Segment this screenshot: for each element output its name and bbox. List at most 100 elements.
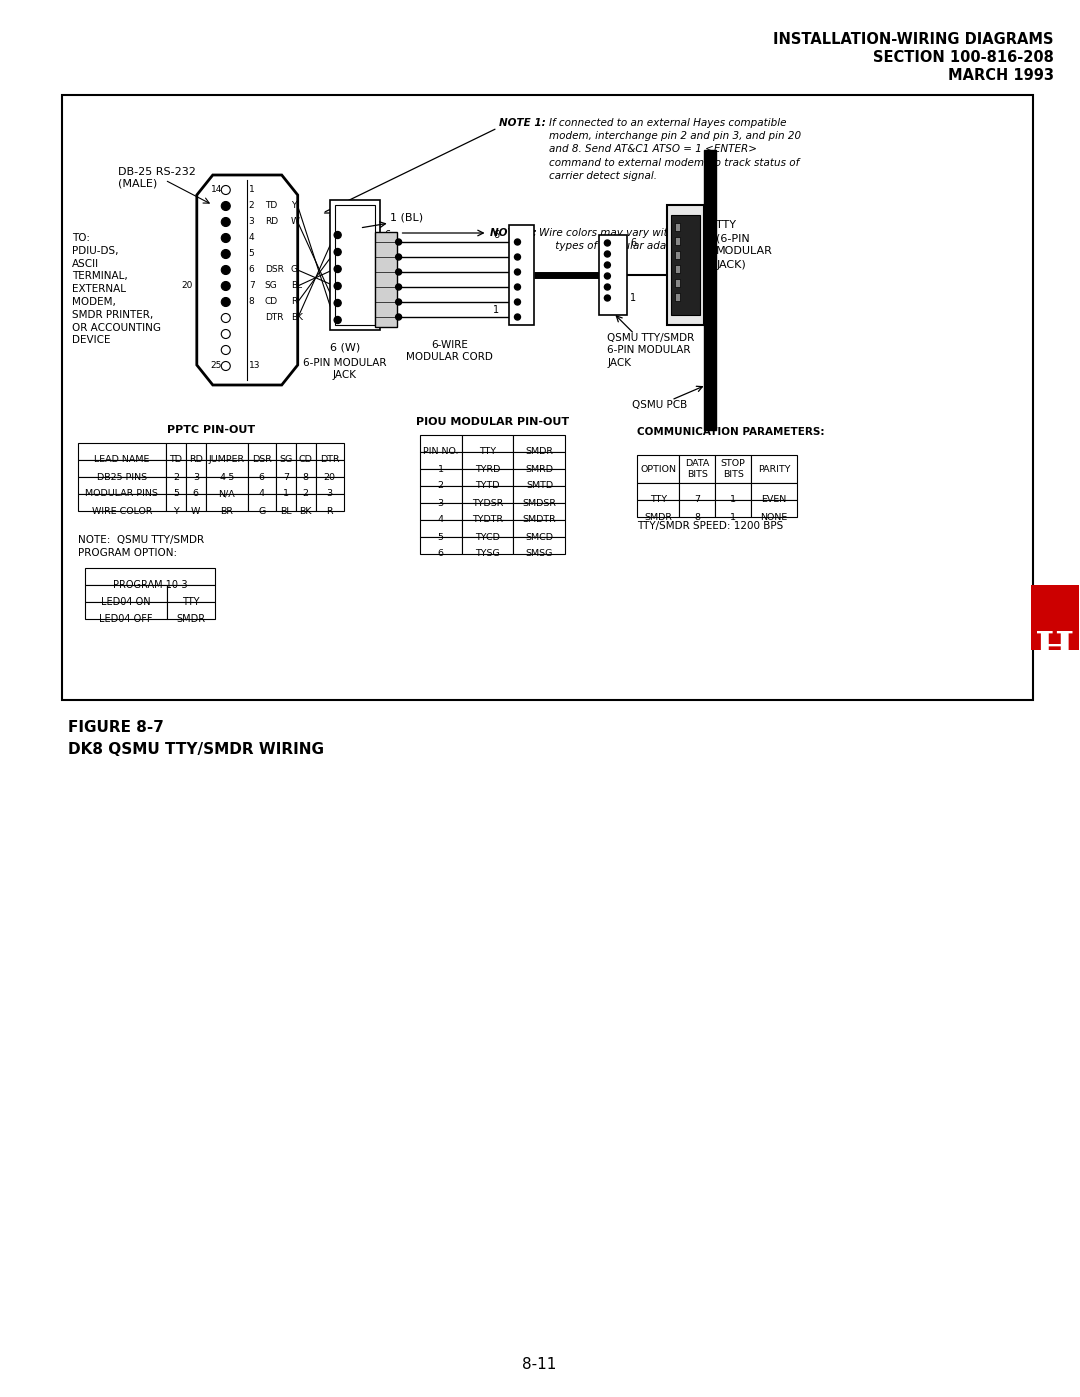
Text: BK: BK [299,507,312,515]
Bar [513,536,566,555]
Circle shape [395,254,402,260]
Text: PROGRAM 10-3: PROGRAM 10-3 [112,580,187,590]
Text: TTY: TTY [183,597,200,608]
Text: 6: 6 [437,549,444,559]
Bar [78,443,166,460]
Bar [675,224,680,231]
Bar [461,434,513,453]
Circle shape [605,284,610,291]
Text: TYRD: TYRD [475,464,500,474]
Text: N/A: N/A [218,489,235,499]
Text: NOTE:  QSMU TTY/SMDR
PROGRAM OPTION:: NOTE: QSMU TTY/SMDR PROGRAM OPTION: [78,535,204,557]
Text: 1: 1 [384,310,391,320]
Bar [704,149,716,430]
Circle shape [221,265,230,274]
Bar [513,434,566,453]
Circle shape [514,239,521,244]
Bar [186,495,206,511]
Bar [375,232,396,327]
Bar [186,460,206,476]
Bar [78,460,166,476]
Bar [296,495,315,511]
Bar [461,503,513,520]
Text: 1: 1 [437,464,444,474]
Text: R: R [291,298,297,306]
Text: TTY/SMDR SPEED: 1200 BPS: TTY/SMDR SPEED: 1200 BPS [637,521,784,531]
Circle shape [605,240,610,246]
Text: 6-WIRE
MODULAR CORD: 6-WIRE MODULAR CORD [406,339,492,362]
Circle shape [395,299,402,305]
Text: RD: RD [189,455,203,464]
Bar [675,279,680,286]
Text: NOTE 1:: NOTE 1: [499,117,546,129]
Text: 6 (W): 6 (W) [329,344,360,353]
Text: SMDR: SMDR [176,615,205,624]
Bar [637,500,679,517]
Bar [247,476,275,495]
Text: 1 (BL): 1 (BL) [390,212,422,224]
Text: PARITY: PARITY [758,464,791,474]
Bar [715,500,752,517]
Text: 2: 2 [437,482,444,490]
Text: SMCD: SMCD [526,532,553,542]
Bar [715,455,752,483]
Bar [85,585,166,602]
Bar [296,476,315,495]
Text: 6: 6 [494,231,499,240]
Bar [206,476,247,495]
Bar [419,520,461,536]
Text: STOP
BITS: STOP BITS [720,460,745,479]
Text: H: H [1036,629,1075,671]
Bar [315,443,343,460]
Text: TYSG: TYSG [475,549,500,559]
Text: SG: SG [279,455,293,464]
Text: 20: 20 [324,472,336,482]
Bar [85,569,215,585]
Text: LED04 ON: LED04 ON [102,597,151,608]
Text: EVEN: EVEN [761,496,787,504]
Text: SMSG: SMSG [526,549,553,559]
Text: SMTD: SMTD [526,482,553,490]
Bar [675,265,680,272]
Bar [461,486,513,503]
Text: 5: 5 [248,250,255,258]
Bar [275,460,296,476]
Text: CD: CD [299,455,312,464]
Bar [166,495,186,511]
Text: 4: 4 [248,233,255,243]
Text: 1: 1 [248,186,255,194]
Bar [275,443,296,460]
Bar [510,225,535,326]
Text: BL: BL [280,507,292,515]
Text: MODULAR PINS: MODULAR PINS [85,489,159,499]
Bar [419,486,461,503]
Bar [752,455,797,483]
Bar [419,536,461,555]
Bar [275,476,296,495]
Polygon shape [197,175,298,386]
Text: 2: 2 [248,201,255,211]
Text: 14: 14 [211,186,222,194]
Text: SMDTR: SMDTR [523,515,556,524]
Text: Y: Y [173,507,178,515]
Text: TYDTR: TYDTR [472,515,503,524]
Circle shape [334,249,341,256]
Text: 13: 13 [248,362,260,370]
Bar [315,476,343,495]
Circle shape [221,250,230,258]
Text: FIGURE 8-7: FIGURE 8-7 [68,719,164,735]
Text: 8: 8 [302,472,309,482]
Bar [206,443,247,460]
Bar [78,495,166,511]
Bar [461,469,513,486]
Bar [296,443,315,460]
Text: 6: 6 [384,231,391,240]
Text: TYTD: TYTD [475,482,500,490]
Text: 4-5: 4-5 [219,472,234,482]
Text: DTR: DTR [320,455,339,464]
Text: 5: 5 [437,532,444,542]
Text: COMMUNICATION PARAMETERS:: COMMUNICATION PARAMETERS: [637,427,825,437]
Circle shape [605,295,610,300]
Bar [166,443,186,460]
Text: W: W [191,507,201,515]
